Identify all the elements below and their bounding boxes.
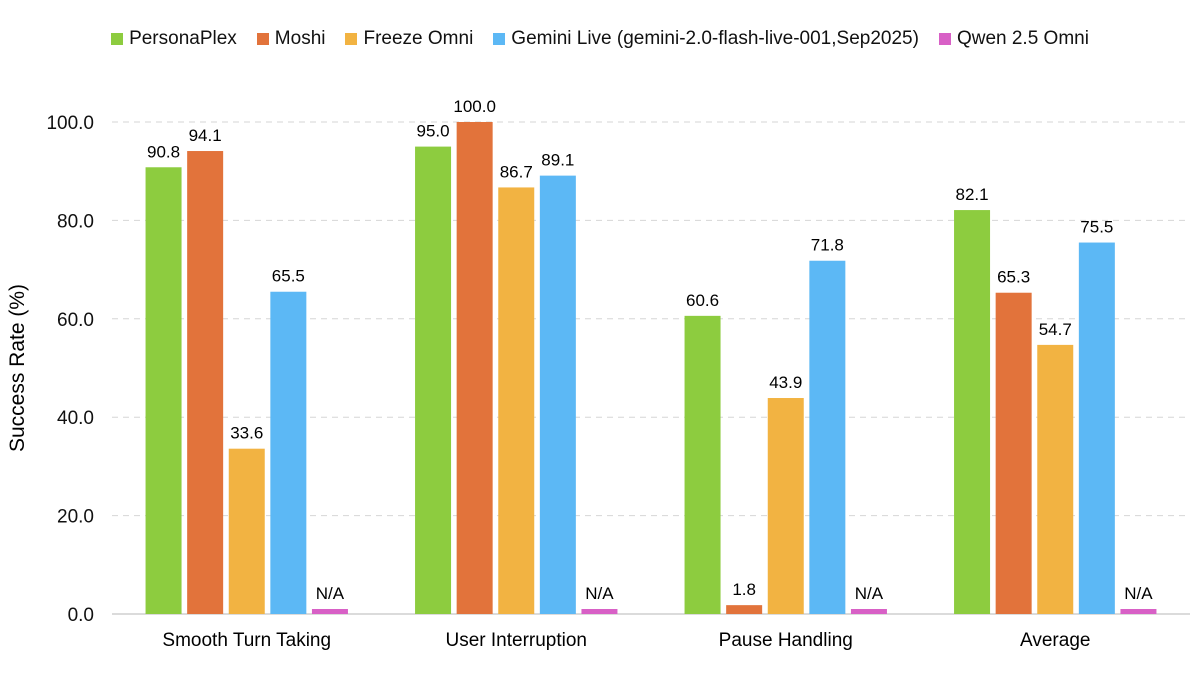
data-label: N/A xyxy=(1124,584,1153,603)
bar-freeze xyxy=(498,187,535,614)
data-label: 94.1 xyxy=(189,126,222,145)
bar-freeze xyxy=(228,448,265,614)
data-label: 100.0 xyxy=(453,97,496,116)
data-label: 90.8 xyxy=(147,142,180,161)
legend-item: Gemini Live (gemini-2.0-flash-live-001,S… xyxy=(493,28,919,50)
x-tick-label: Average xyxy=(1020,630,1090,651)
legend-swatch xyxy=(493,33,506,45)
data-label: 60.6 xyxy=(686,291,719,310)
data-label: N/A xyxy=(316,584,345,603)
y-tick-label: 40.0 xyxy=(57,408,94,429)
y-tick-label: 80.0 xyxy=(57,211,94,232)
legend: PersonaPlex Moshi Freeze Omni Gemini Live (… xyxy=(0,28,1200,50)
legend-swatch xyxy=(111,33,124,45)
bar-personaplex xyxy=(684,315,721,614)
bar-qwen xyxy=(311,609,348,614)
data-label: 75.5 xyxy=(1080,218,1113,237)
bar-qwen xyxy=(850,609,887,614)
data-label: 86.7 xyxy=(500,162,533,181)
data-label: 54.7 xyxy=(1039,320,1072,339)
data-label: 1.8 xyxy=(732,580,756,599)
data-label: 65.3 xyxy=(997,268,1030,287)
data-label: 89.1 xyxy=(541,151,574,170)
data-label: 82.1 xyxy=(956,185,989,204)
y-tick-label: 100.0 xyxy=(46,113,94,134)
legend-swatch xyxy=(345,33,358,45)
bar-gemini xyxy=(809,260,846,614)
data-label: N/A xyxy=(585,584,614,603)
bar-personaplex xyxy=(145,167,182,614)
legend-label: Freeze Omni xyxy=(363,28,474,49)
bar-moshi xyxy=(187,151,224,614)
y-axis-label: Success Rate (%) xyxy=(6,284,29,452)
data-label: N/A xyxy=(855,584,884,603)
legend-item: PersonaPlex xyxy=(111,28,237,50)
bar-personaplex xyxy=(415,146,452,614)
data-label: 65.5 xyxy=(272,267,305,286)
bar-gemini xyxy=(270,291,307,614)
legend-item: Moshi xyxy=(256,28,326,50)
bar-personaplex xyxy=(954,210,991,614)
y-tick-label: 60.0 xyxy=(57,310,94,331)
legend-item: Freeze Omni xyxy=(345,28,473,50)
legend-label: PersonaPlex xyxy=(129,28,237,49)
data-label: 43.9 xyxy=(769,373,802,392)
data-label: 71.8 xyxy=(811,236,844,255)
bar-moshi xyxy=(995,292,1032,614)
legend-label: Moshi xyxy=(274,28,326,49)
x-tick-label: Smooth Turn Taking xyxy=(162,630,331,651)
x-tick-label: Pause Handling xyxy=(719,630,853,651)
legend-swatch xyxy=(938,33,951,45)
bar-gemini xyxy=(1078,242,1115,615)
y-tick-label: 0.0 xyxy=(68,605,94,626)
bar-qwen xyxy=(1120,609,1157,614)
bar-moshi xyxy=(456,122,493,614)
x-tick-label: User Interruption xyxy=(445,630,587,651)
bar-qwen xyxy=(581,609,618,614)
legend-item: Qwen 2.5 Omni xyxy=(938,28,1089,50)
legend-label: Qwen 2.5 Omni xyxy=(956,28,1089,49)
data-label: 95.0 xyxy=(417,122,450,141)
bar-gemini xyxy=(539,175,576,615)
legend-swatch xyxy=(256,33,269,45)
bar-freeze xyxy=(767,398,804,614)
data-label: 33.6 xyxy=(230,424,263,443)
y-tick-label: 20.0 xyxy=(57,507,94,528)
bar-moshi xyxy=(726,605,763,614)
bar-freeze xyxy=(1037,344,1074,614)
legend-label: Gemini Live (gemini-2.0-flash-live-001,S… xyxy=(511,28,919,49)
